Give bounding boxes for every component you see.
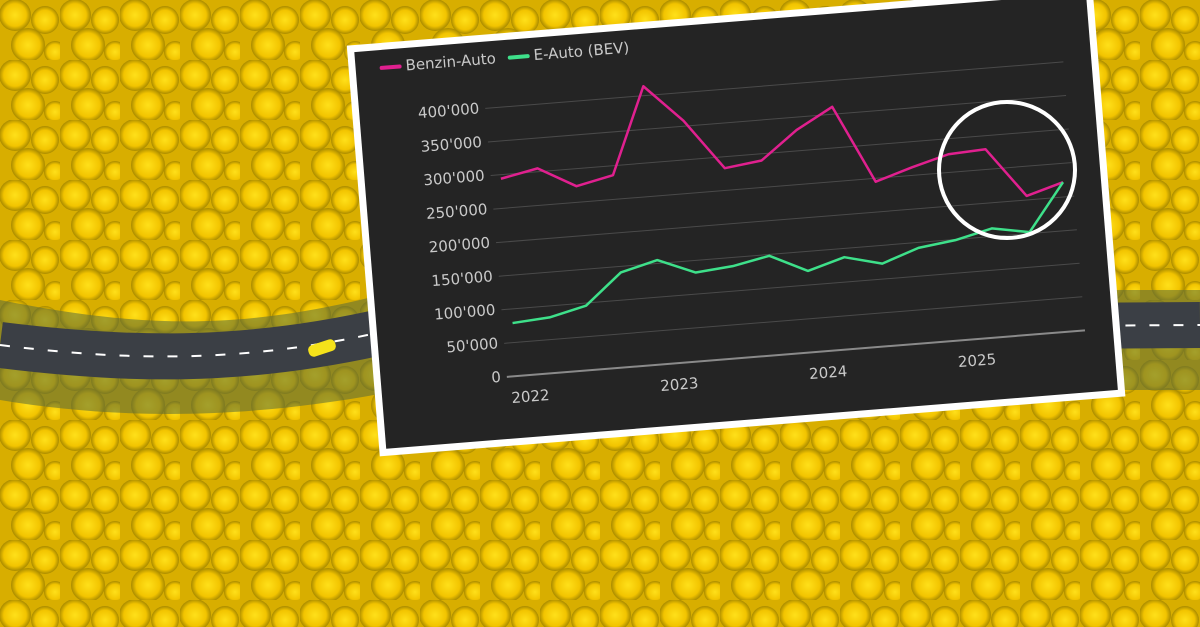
y-tick-label: 50'000 <box>446 334 499 356</box>
grid-line <box>487 94 1067 143</box>
y-tick-label: 400'000 <box>417 99 480 122</box>
y-tick-label: 100'000 <box>434 301 497 324</box>
grid-line <box>493 162 1072 210</box>
chart-card: 0 50'000 100'000 150'000 200'000 250'000 300'0… <box>346 0 1126 457</box>
grid-line <box>498 229 1077 277</box>
y-tick-label: 200'000 <box>428 234 491 257</box>
y-tick-label: 350'000 <box>420 133 483 156</box>
y-tick-label: 250'000 <box>425 200 488 223</box>
car <box>308 339 336 357</box>
road-marking <box>0 324 1200 358</box>
grid-line <box>485 61 1064 109</box>
series-line <box>512 181 1065 325</box>
x-tick-label: 2024 <box>808 362 848 383</box>
grid-line <box>501 262 1080 311</box>
legend-swatch <box>507 54 530 60</box>
highlight-circle <box>937 100 1077 240</box>
grid-line <box>504 296 1083 344</box>
y-tick-label: 150'000 <box>431 267 494 290</box>
x-tick-label: 2025 <box>957 350 997 371</box>
y-tick-label: 0 <box>491 368 502 387</box>
x-tick-label: 2022 <box>511 386 551 407</box>
series-line <box>500 84 1064 198</box>
grid-line <box>490 128 1069 177</box>
y-tick-label: 300'000 <box>423 167 486 190</box>
legend-swatch <box>379 64 402 70</box>
plot: 0 50'000 100'000 150'000 200'000 250'000 300'0… <box>379 39 1086 407</box>
grid-line <box>496 195 1075 244</box>
grid-line <box>506 329 1086 378</box>
x-tick-label: 2023 <box>660 374 700 395</box>
